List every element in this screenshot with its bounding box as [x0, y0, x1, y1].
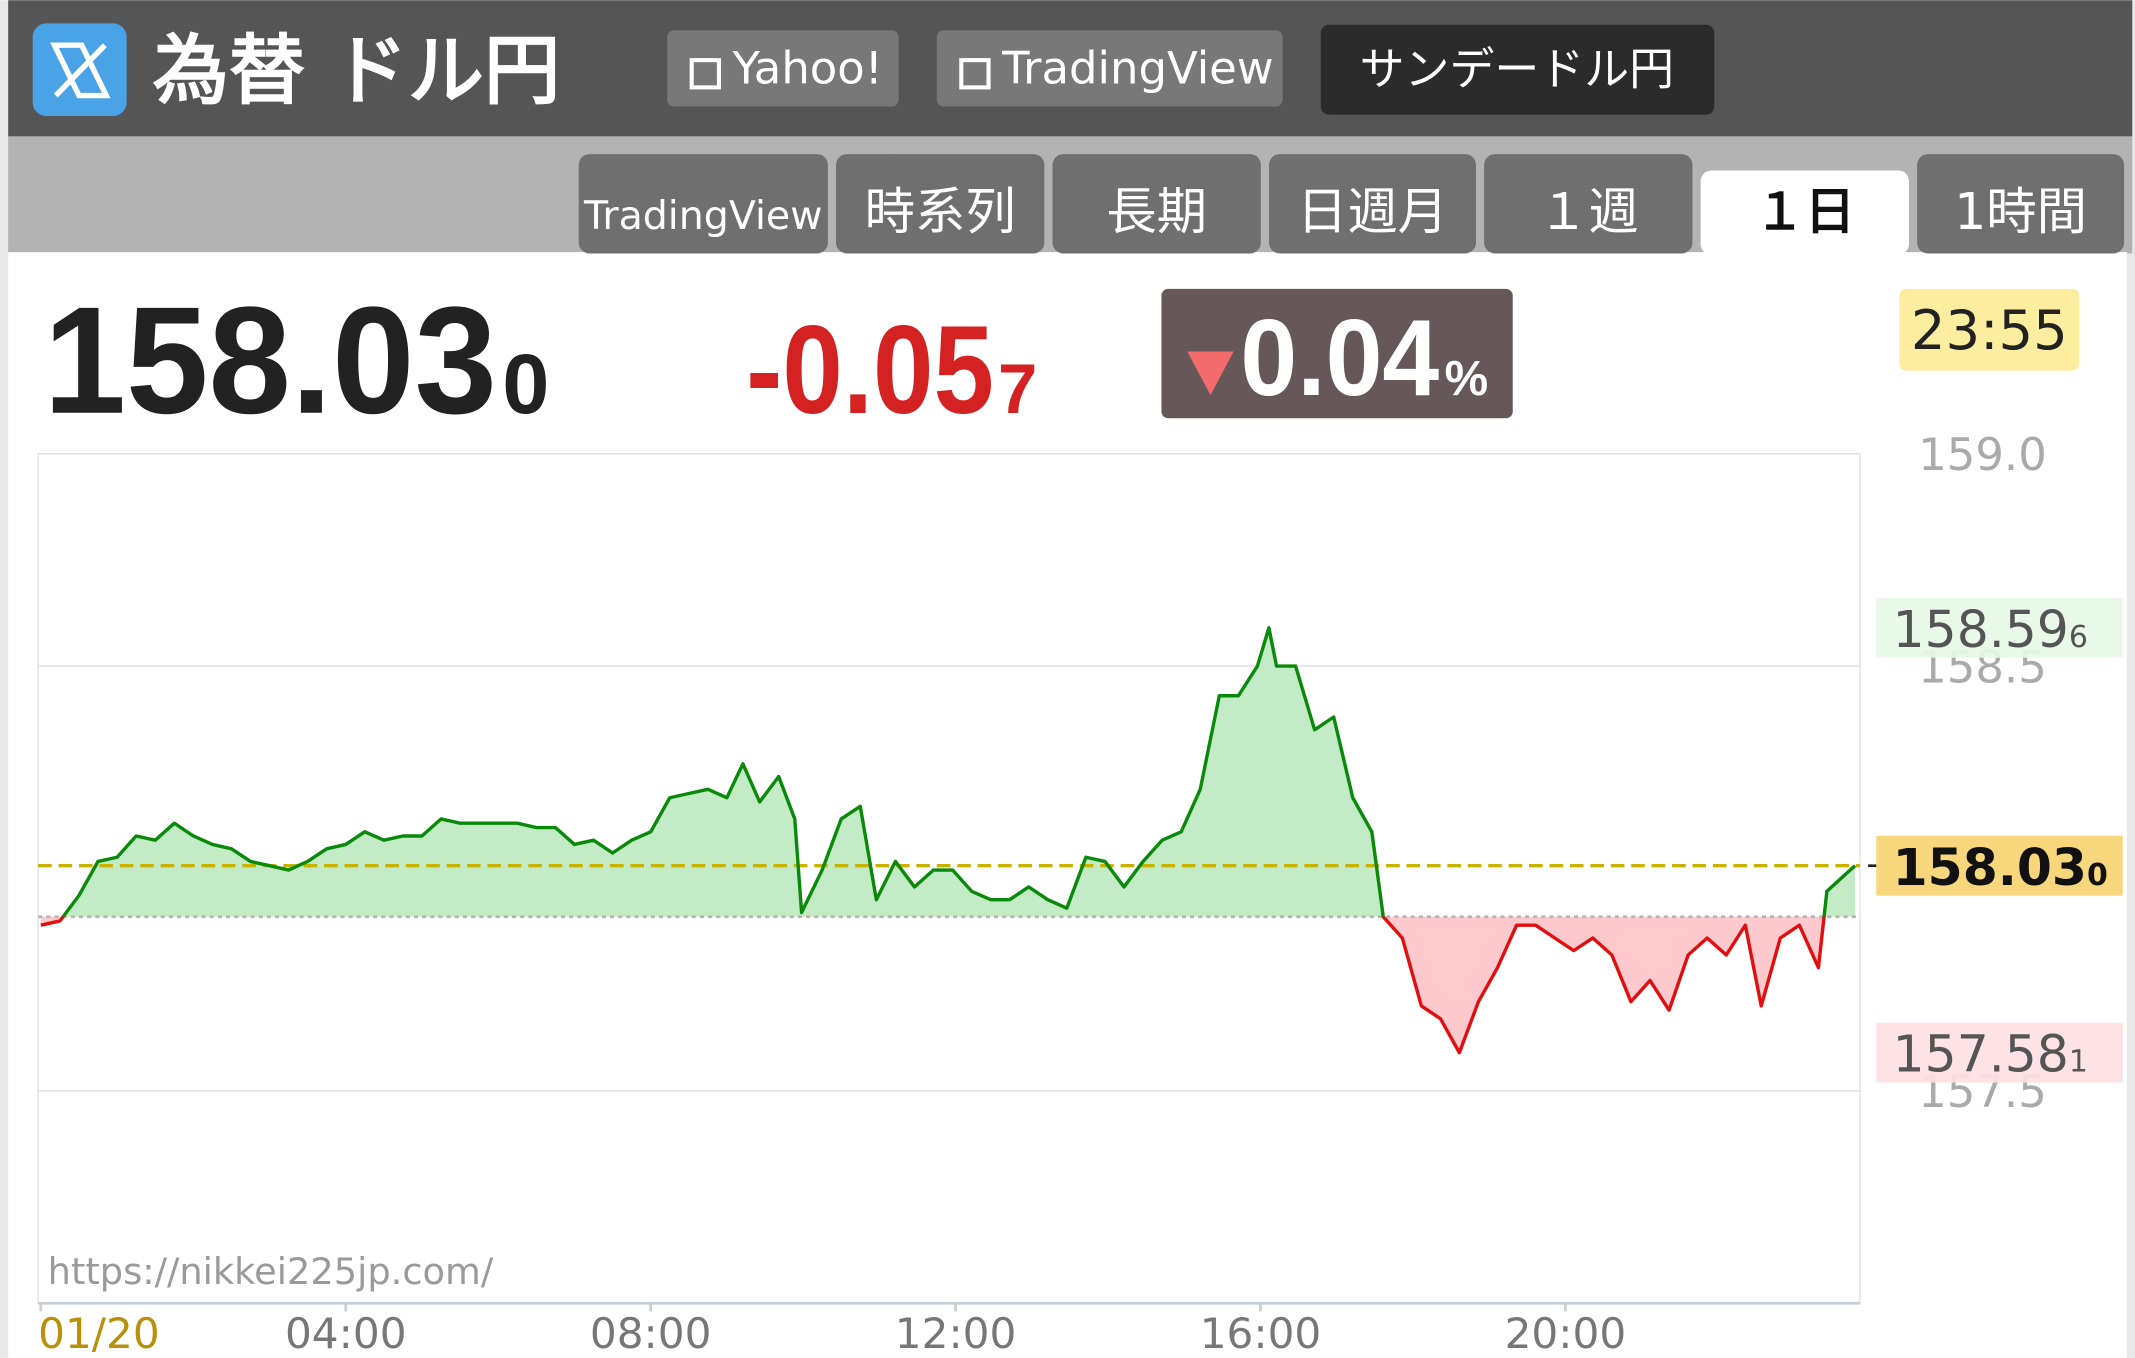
watermark: https://nikkei225jp.com/: [48, 1250, 494, 1293]
label-main: 158.59: [1893, 600, 2069, 659]
tab[interactable]: １日: [1700, 170, 1909, 255]
label-sub: 6: [2069, 620, 2088, 655]
x-logo[interactable]: [32, 23, 127, 116]
tab-bg: [578, 154, 828, 254]
time: 23:55: [1911, 298, 2068, 362]
change-sub: 7: [998, 350, 1037, 429]
high-label: 158.596: [1876, 597, 2123, 659]
x-tick-label: 08:00: [590, 1309, 712, 1358]
price: 158.030: [44, 276, 550, 446]
percent-bg: [1158, 286, 1516, 421]
area: [40, 627, 1856, 1053]
link-label: Yahoo!: [732, 41, 883, 94]
tab-label: 日週月: [1297, 182, 1448, 241]
time-box: [1899, 288, 2080, 371]
percent-unit: %: [1445, 352, 1489, 406]
label-text: 158.030: [1893, 838, 2108, 897]
link-icon: [959, 58, 991, 90]
link-button: [667, 30, 899, 107]
x-tick-label: 20:00: [1505, 1309, 1627, 1358]
link-label: TradingView: [1001, 41, 1273, 94]
tab[interactable]: 時系列: [836, 154, 1045, 254]
tab[interactable]: 長期: [1052, 154, 1261, 254]
link-yahoo[interactable]: Yahoo!: [667, 30, 899, 107]
change-main: -0.05: [746, 300, 994, 440]
tab-label: 1時間: [1954, 182, 2087, 241]
tab-label: １日: [1754, 182, 1855, 241]
label-main: 158.03: [1893, 838, 2087, 897]
tab-label: １週: [1538, 182, 1639, 241]
label-bg: [1876, 1022, 2123, 1083]
link-button: [936, 30, 1283, 107]
percent-value: 0.04: [1240, 297, 1439, 419]
logo-mark: [53, 43, 107, 98]
label-main: 157.58: [1893, 1025, 2069, 1084]
x-tick-label: 01/20: [38, 1309, 160, 1358]
price-main: 158.03: [44, 276, 497, 446]
tab[interactable]: 日週月: [1269, 154, 1476, 254]
label-text: 158.596: [1893, 600, 2088, 659]
button-label: サンデードル円: [1360, 43, 1674, 96]
tab-bg: [1917, 154, 2125, 254]
tab-bg: [1269, 154, 1476, 254]
label-bg: [1876, 597, 2123, 658]
label-bg: [1876, 835, 2123, 896]
y-tick-label: 159.0: [1918, 428, 2047, 481]
link-tradingview[interactable]: TradingView: [936, 30, 1283, 107]
tab-label: 時系列: [865, 182, 1016, 241]
x-tick-label: 04:00: [285, 1309, 407, 1358]
tab-label: TradingView: [583, 193, 822, 239]
percent-box: 0.04%: [1158, 286, 1516, 421]
tab[interactable]: TradingView: [578, 154, 828, 254]
tab[interactable]: 1時間: [1917, 154, 2125, 254]
change: -0.057: [746, 300, 1037, 440]
tab-bg: [1052, 154, 1261, 254]
label-text: 157.581: [1893, 1025, 2088, 1084]
down-arrow: [1187, 351, 1234, 396]
label-sub: 1: [2069, 1045, 2088, 1080]
link-icon: [689, 58, 721, 90]
label-sub: 0: [2087, 858, 2108, 893]
tab-bg: [836, 154, 1045, 254]
tab-bg: [1484, 154, 1693, 254]
sunday-button[interactable]: サンデードル円: [1320, 24, 1715, 115]
tab-bg: [1700, 170, 1909, 255]
price-sub: 0: [502, 337, 549, 431]
tab[interactable]: １週: [1484, 154, 1693, 254]
percent: 0.04%: [1240, 297, 1488, 419]
tabs: TradingView 時系列 長期 日週月 １週 １日 1時間: [578, 154, 2125, 255]
low-label: 157.581: [1876, 1022, 2123, 1084]
price-line: [40, 626, 1857, 1055]
x-tick-label: 12:00: [895, 1309, 1017, 1358]
x-tick-label: 16:00: [1200, 1309, 1322, 1358]
page-title: 為替 ドル円: [152, 26, 560, 115]
tab-label: 長期: [1106, 182, 1207, 241]
button-bg: [1320, 24, 1715, 115]
last-label: 158.030: [1876, 835, 2123, 897]
